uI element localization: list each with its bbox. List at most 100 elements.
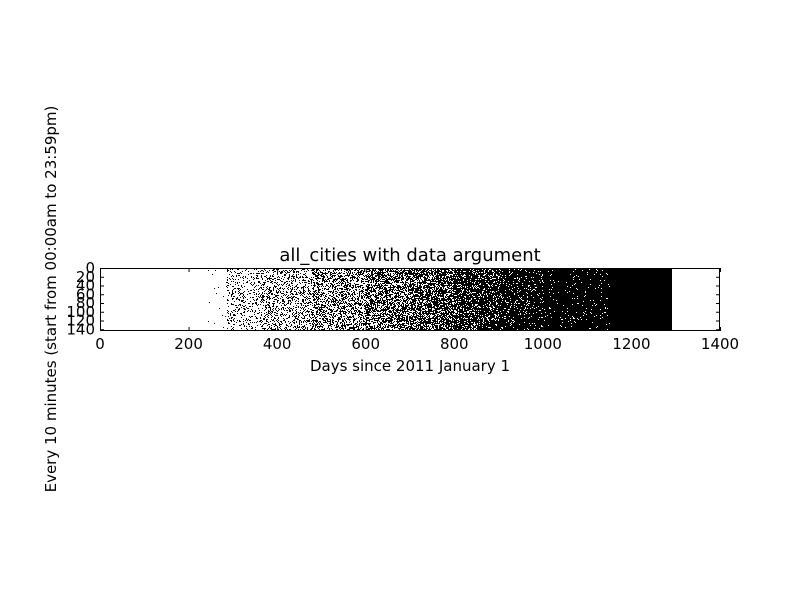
- data-cell: [401, 329, 402, 330]
- data-cell: [261, 270, 262, 271]
- data-cell: [361, 319, 362, 320]
- data-cell: [274, 317, 275, 319]
- data-cell: [436, 271, 437, 273]
- data-cell: [323, 329, 324, 330]
- data-cell: [511, 320, 512, 322]
- data-cell: [606, 269, 607, 273]
- data-cell: [336, 324, 337, 328]
- data-cell: [359, 286, 360, 287]
- data-cell: [527, 294, 528, 296]
- data-cell: [271, 319, 272, 320]
- data-cell: [267, 278, 268, 280]
- data-cell: [533, 269, 534, 272]
- data-cell: [501, 298, 502, 302]
- data-cell: [322, 304, 323, 306]
- data-cell: [364, 278, 365, 279]
- data-cell: [473, 325, 474, 331]
- data-cell: [356, 308, 357, 309]
- data-cell: [345, 301, 346, 303]
- data-cell: [490, 278, 491, 279]
- data-cell: [479, 326, 480, 331]
- data-cell: [500, 271, 501, 274]
- data-cell: [287, 318, 288, 319]
- data-cell: [385, 280, 386, 283]
- data-cell: [329, 280, 330, 282]
- data-cell: [499, 273, 500, 276]
- data-cell: [375, 313, 376, 314]
- data-cell: [520, 271, 521, 290]
- data-cell: [478, 269, 479, 270]
- data-cell: [346, 298, 347, 299]
- data-cell: [381, 288, 382, 289]
- data-cell: [267, 329, 268, 330]
- data-cell: [286, 310, 287, 311]
- data-cell: [318, 322, 319, 323]
- data-cell: [444, 298, 445, 301]
- data-cell: [331, 296, 332, 297]
- data-cell: [300, 310, 301, 311]
- data-cell: [450, 306, 451, 308]
- data-cell: [227, 312, 228, 313]
- data-cell: [493, 269, 494, 271]
- x-tick-label: 600: [351, 335, 380, 353]
- data-cell: [341, 303, 342, 304]
- data-cell: [389, 275, 390, 276]
- data-cell: [395, 324, 396, 326]
- data-cell: [391, 276, 392, 278]
- data-cell: [467, 295, 468, 300]
- data-cell: [394, 286, 395, 288]
- data-cell: [245, 276, 246, 278]
- data-cell: [510, 326, 511, 331]
- data-cell: [273, 274, 274, 275]
- data-cell: [275, 328, 276, 330]
- data-cell: [461, 288, 462, 289]
- data-cell: [400, 293, 401, 295]
- data-cell: [430, 290, 431, 296]
- data-cell: [366, 281, 367, 282]
- data-cell: [334, 307, 335, 308]
- data-cell: [376, 287, 377, 289]
- data-cell: [406, 303, 407, 304]
- data-cell: [449, 306, 450, 307]
- data-cell: [602, 269, 603, 270]
- data-cell: [600, 319, 601, 331]
- data-cell: [452, 283, 453, 284]
- data-cell: [355, 319, 356, 320]
- data-cell: [383, 313, 384, 317]
- data-cell: [288, 295, 289, 296]
- data-cell: [315, 285, 316, 286]
- data-cell: [522, 301, 523, 331]
- data-cell: [283, 270, 284, 271]
- data-cell: [478, 288, 479, 296]
- data-cell: [292, 321, 293, 322]
- data-cell: [368, 273, 369, 274]
- data-cell: [424, 296, 425, 298]
- data-cell: [582, 269, 583, 270]
- data-cell: [237, 297, 238, 299]
- data-cell: [393, 306, 394, 313]
- data-cell: [435, 286, 436, 287]
- data-cell: [250, 297, 251, 298]
- data-cell: [586, 309, 587, 314]
- data-cell: [338, 290, 339, 291]
- data-cell: [284, 319, 285, 321]
- data-cell: [450, 316, 451, 319]
- data-cell: [242, 315, 243, 316]
- data-cell: [539, 281, 540, 293]
- data-cell: [489, 322, 490, 323]
- data-cell: [370, 308, 371, 311]
- data-cell: [250, 322, 251, 323]
- data-cell: [331, 300, 332, 303]
- data-cell: [474, 311, 475, 312]
- data-cell: [363, 287, 364, 288]
- data-cell: [514, 306, 515, 307]
- data-cell: [373, 294, 374, 296]
- data-cell: [498, 279, 499, 280]
- data-cell: [276, 315, 277, 316]
- data-cell: [234, 271, 235, 272]
- data-cell: [285, 315, 286, 316]
- data-cell: [304, 297, 305, 298]
- data-cell: [458, 314, 459, 315]
- data-cell: [413, 283, 414, 291]
- data-cell: [433, 324, 434, 325]
